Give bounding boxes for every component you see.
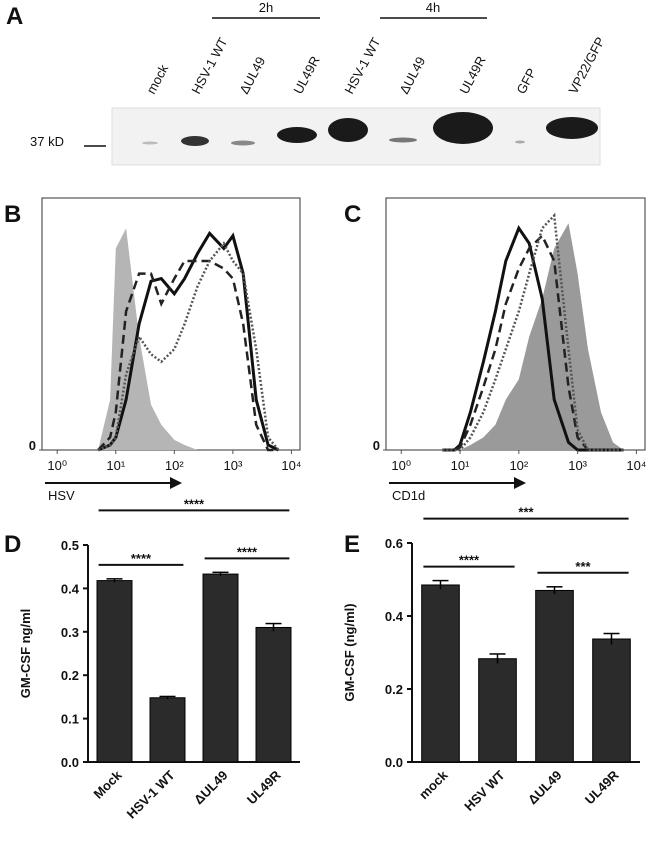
x-tick-label: 10⁴ [626,458,646,473]
lane-label: UL49R [290,54,322,97]
y-axis-label: GM-CSF (ng/ml) [342,603,357,701]
arrow-head [170,477,182,489]
significance-label: *** [575,559,591,574]
band [515,140,525,144]
band [433,112,493,144]
y-tick-label: 0.0 [385,755,403,770]
series-fill [442,223,624,450]
x-tick-label: Mock [91,767,126,802]
y-tick-label: 0.6 [385,536,403,551]
series-solid [442,225,624,452]
lane-label: HSV-1 WT [341,35,383,96]
y-tick-label: 0.4 [61,581,80,596]
lane-label: ΔUL49 [396,54,428,96]
y-tick-label: 0.5 [61,538,79,553]
x-tick-label: 10⁰ [391,458,411,473]
bar [592,638,631,763]
series-dotted [97,241,280,452]
bands [142,112,598,146]
x-tick-label: HSV-1 WT [124,767,178,821]
series-fill [98,228,279,450]
panel-label: D [4,531,21,558]
significance-label: *** [518,505,534,520]
bar [255,626,292,763]
y-tick-label: 0 [373,438,380,453]
lane-label: VP22/GFP [565,34,607,96]
band [328,118,368,142]
significance-label: **** [184,496,205,511]
panel-label: A [6,3,23,30]
significance-label: **** [459,553,480,568]
band [142,141,158,145]
lane-label: ΔUL49 [236,54,268,96]
band [181,136,209,146]
y-tick-label: 0.2 [385,682,403,697]
bar [149,697,186,763]
group-label: 4h [426,0,440,15]
band [231,140,255,146]
x-tick-label: UL49R [582,767,622,807]
x-tick-label: UL49R [244,767,284,807]
size-marker: 37 kD [30,134,64,149]
x-tick-label: 10⁴ [281,458,301,473]
y-tick-label: 0.1 [61,712,79,727]
y-axis-label: GM-CSF ng/ml [18,609,33,699]
series-dashed [97,259,279,452]
x-axis-label: CD1d [392,488,425,503]
y-tick-label: 0.0 [61,755,79,770]
y-tick-label: 0.2 [61,668,79,683]
bar [421,584,460,763]
arrow-head [514,477,526,489]
lane-label: GFP [513,66,539,97]
band [389,137,417,143]
series-dotted [442,212,624,452]
x-tick-label: 10² [509,458,528,473]
series-solid [97,230,280,452]
x-tick-label: 10¹ [451,458,470,473]
x-tick-label: 10⁰ [47,458,67,473]
y-tick-label: 0 [29,438,36,453]
lane-label: UL49R [456,54,488,97]
panel-label: E [344,531,360,558]
y-tick-label: 0.3 [61,625,79,640]
significance-label: **** [131,551,152,566]
group-label: 2h [259,0,273,15]
bar [202,573,239,763]
significance-label: **** [237,544,258,559]
bar [96,580,133,763]
x-tick-label: 10² [165,458,184,473]
bar [535,589,574,763]
band [546,117,598,139]
lane-label: HSV-1 WT [188,35,230,96]
x-tick-label: 10³ [568,458,587,473]
x-tick-label: mock [416,767,451,802]
x-axis-label: HSV [48,488,75,503]
x-tick-label: ΔUL49 [191,768,231,808]
y-tick-label: 0.4 [385,609,404,624]
series-dashed [442,233,624,452]
x-tick-label: ΔUL49 [525,768,565,808]
panel-label: C [344,201,361,228]
x-tick-label: 10³ [223,458,242,473]
x-tick-label: 10¹ [106,458,125,473]
lane-label: mock [143,62,171,97]
x-tick-label: HSV WT [461,767,507,813]
bar [478,658,517,763]
panel-label: B [4,201,21,228]
band [277,127,317,143]
plot-frame [41,197,301,451]
